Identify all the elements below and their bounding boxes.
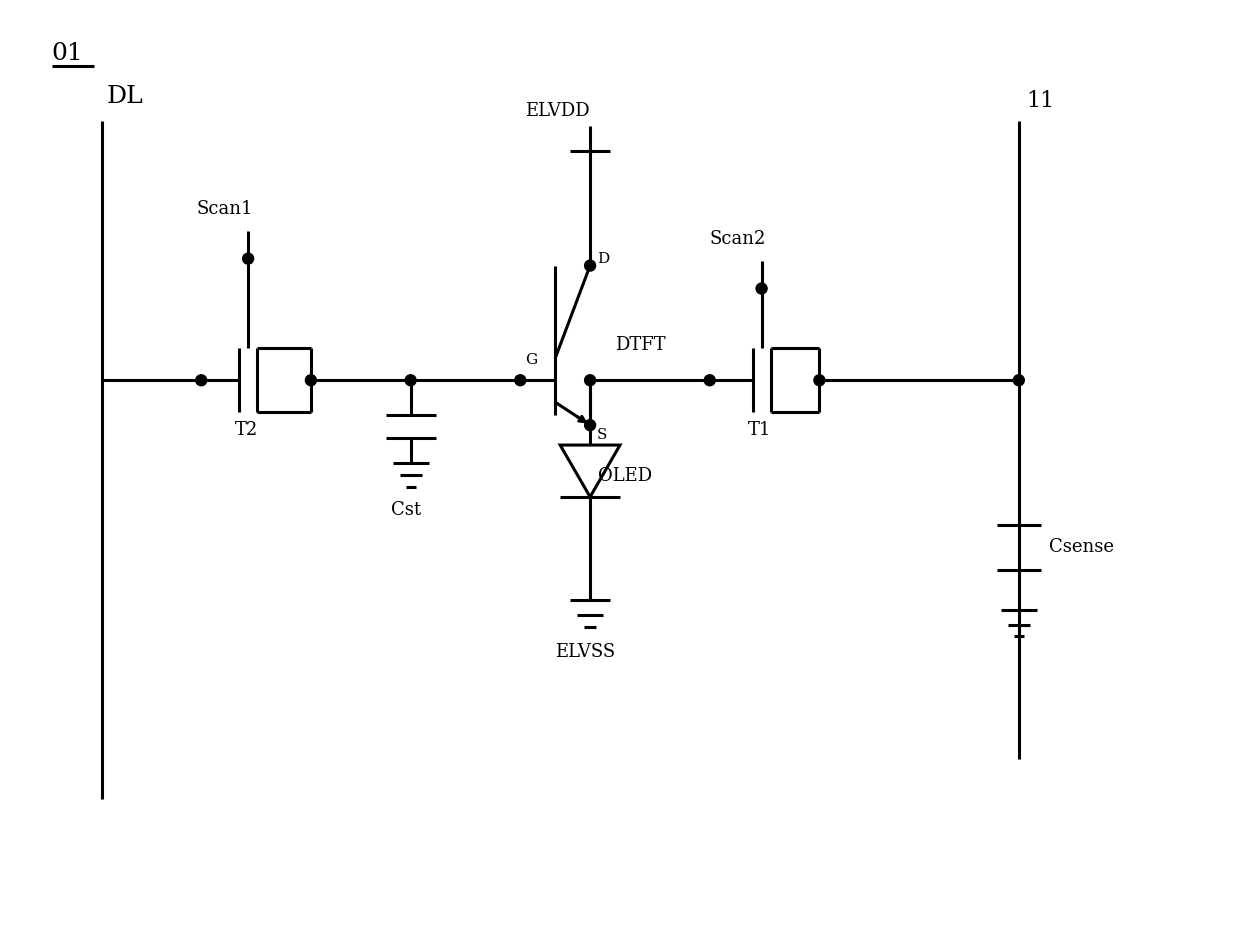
Circle shape [515,375,525,386]
Circle shape [306,375,316,386]
Text: DTFT: DTFT [615,337,665,354]
Circle shape [1014,375,1025,386]
Circle shape [704,375,715,386]
Text: Csense: Csense [1048,538,1114,556]
Text: Cst: Cst [390,501,421,519]
Text: 01: 01 [52,42,83,65]
Circle shape [585,419,596,431]
Circle shape [585,260,596,271]
Circle shape [756,283,767,294]
Text: S: S [597,428,607,442]
Text: Scan2: Scan2 [710,230,766,247]
Text: G: G [525,353,538,367]
Circle shape [585,375,596,386]
Text: OLED: OLED [598,467,652,485]
Text: Scan1: Scan1 [196,200,253,218]
Circle shape [243,253,254,264]
Text: ELVSS: ELVSS [555,644,616,661]
Circle shape [196,375,207,386]
Text: D: D [597,252,610,266]
Text: T2: T2 [234,421,258,439]
Circle shape [814,375,825,386]
Text: T1: T1 [748,421,771,439]
Circle shape [405,375,416,386]
Text: ELVDD: ELVDD [525,102,590,120]
Text: DL: DL [107,85,144,108]
Text: 11: 11 [1027,90,1056,113]
